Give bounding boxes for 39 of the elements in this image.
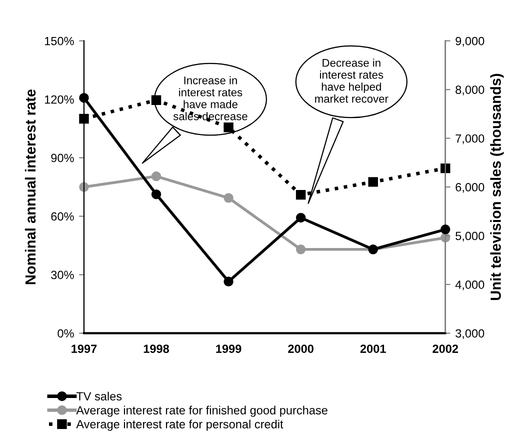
y2-tick-label: 9,000	[456, 36, 484, 47]
y-tick-label: 150%	[44, 36, 74, 46]
y-tick-label: 90%	[51, 154, 74, 162]
y2-tick-label: 4,000	[455, 280, 484, 290]
point	[224, 276, 234, 286]
legend-label: Average interest rate for finished good purchase	[76, 406, 328, 417]
point	[296, 190, 306, 200]
point	[151, 95, 162, 105]
annotation: Decrease in interest rates have helped market recover	[315, 58, 388, 103]
point	[79, 92, 89, 103]
y-tick-label: 60%	[51, 212, 74, 221]
point	[296, 212, 306, 223]
y-tick-label: 30%	[51, 270, 74, 280]
y2-tick-label: 5,000	[456, 232, 484, 242]
y2-tick-label: 6,000	[456, 183, 484, 193]
point	[151, 189, 162, 200]
point	[224, 193, 234, 203]
point	[296, 244, 306, 254]
y2-tick-label: 3,000	[456, 329, 484, 339]
y-tick-label: 120%	[44, 95, 74, 104]
x-tick-label: 1999	[216, 344, 242, 353]
y-tick-label: 0%	[58, 329, 74, 338]
x-tick-label: 1998	[144, 344, 170, 353]
x-tick-label: 2001	[360, 344, 386, 353]
point	[151, 171, 162, 182]
y2-axis-title: Unit television sales (thousands)	[490, 74, 504, 300]
x-tick-label: 2000	[288, 344, 314, 353]
point	[368, 177, 378, 187]
point	[440, 224, 450, 234]
y2-tick-label: 8,000	[456, 86, 484, 96]
legend-label: TV sales	[76, 392, 122, 400]
y2-tick-label: 7,000	[456, 134, 484, 144]
x-tick-label: 1997	[72, 344, 97, 353]
legend-label: Average interest rate for personal credit	[76, 420, 284, 431]
point	[79, 114, 89, 124]
annotation: Increase in interest rates have made sales decrease	[173, 76, 248, 120]
point	[224, 122, 234, 132]
y-axis-title: Nominal annual interest rate	[24, 89, 36, 284]
x-tick-label: 2002	[432, 344, 458, 353]
